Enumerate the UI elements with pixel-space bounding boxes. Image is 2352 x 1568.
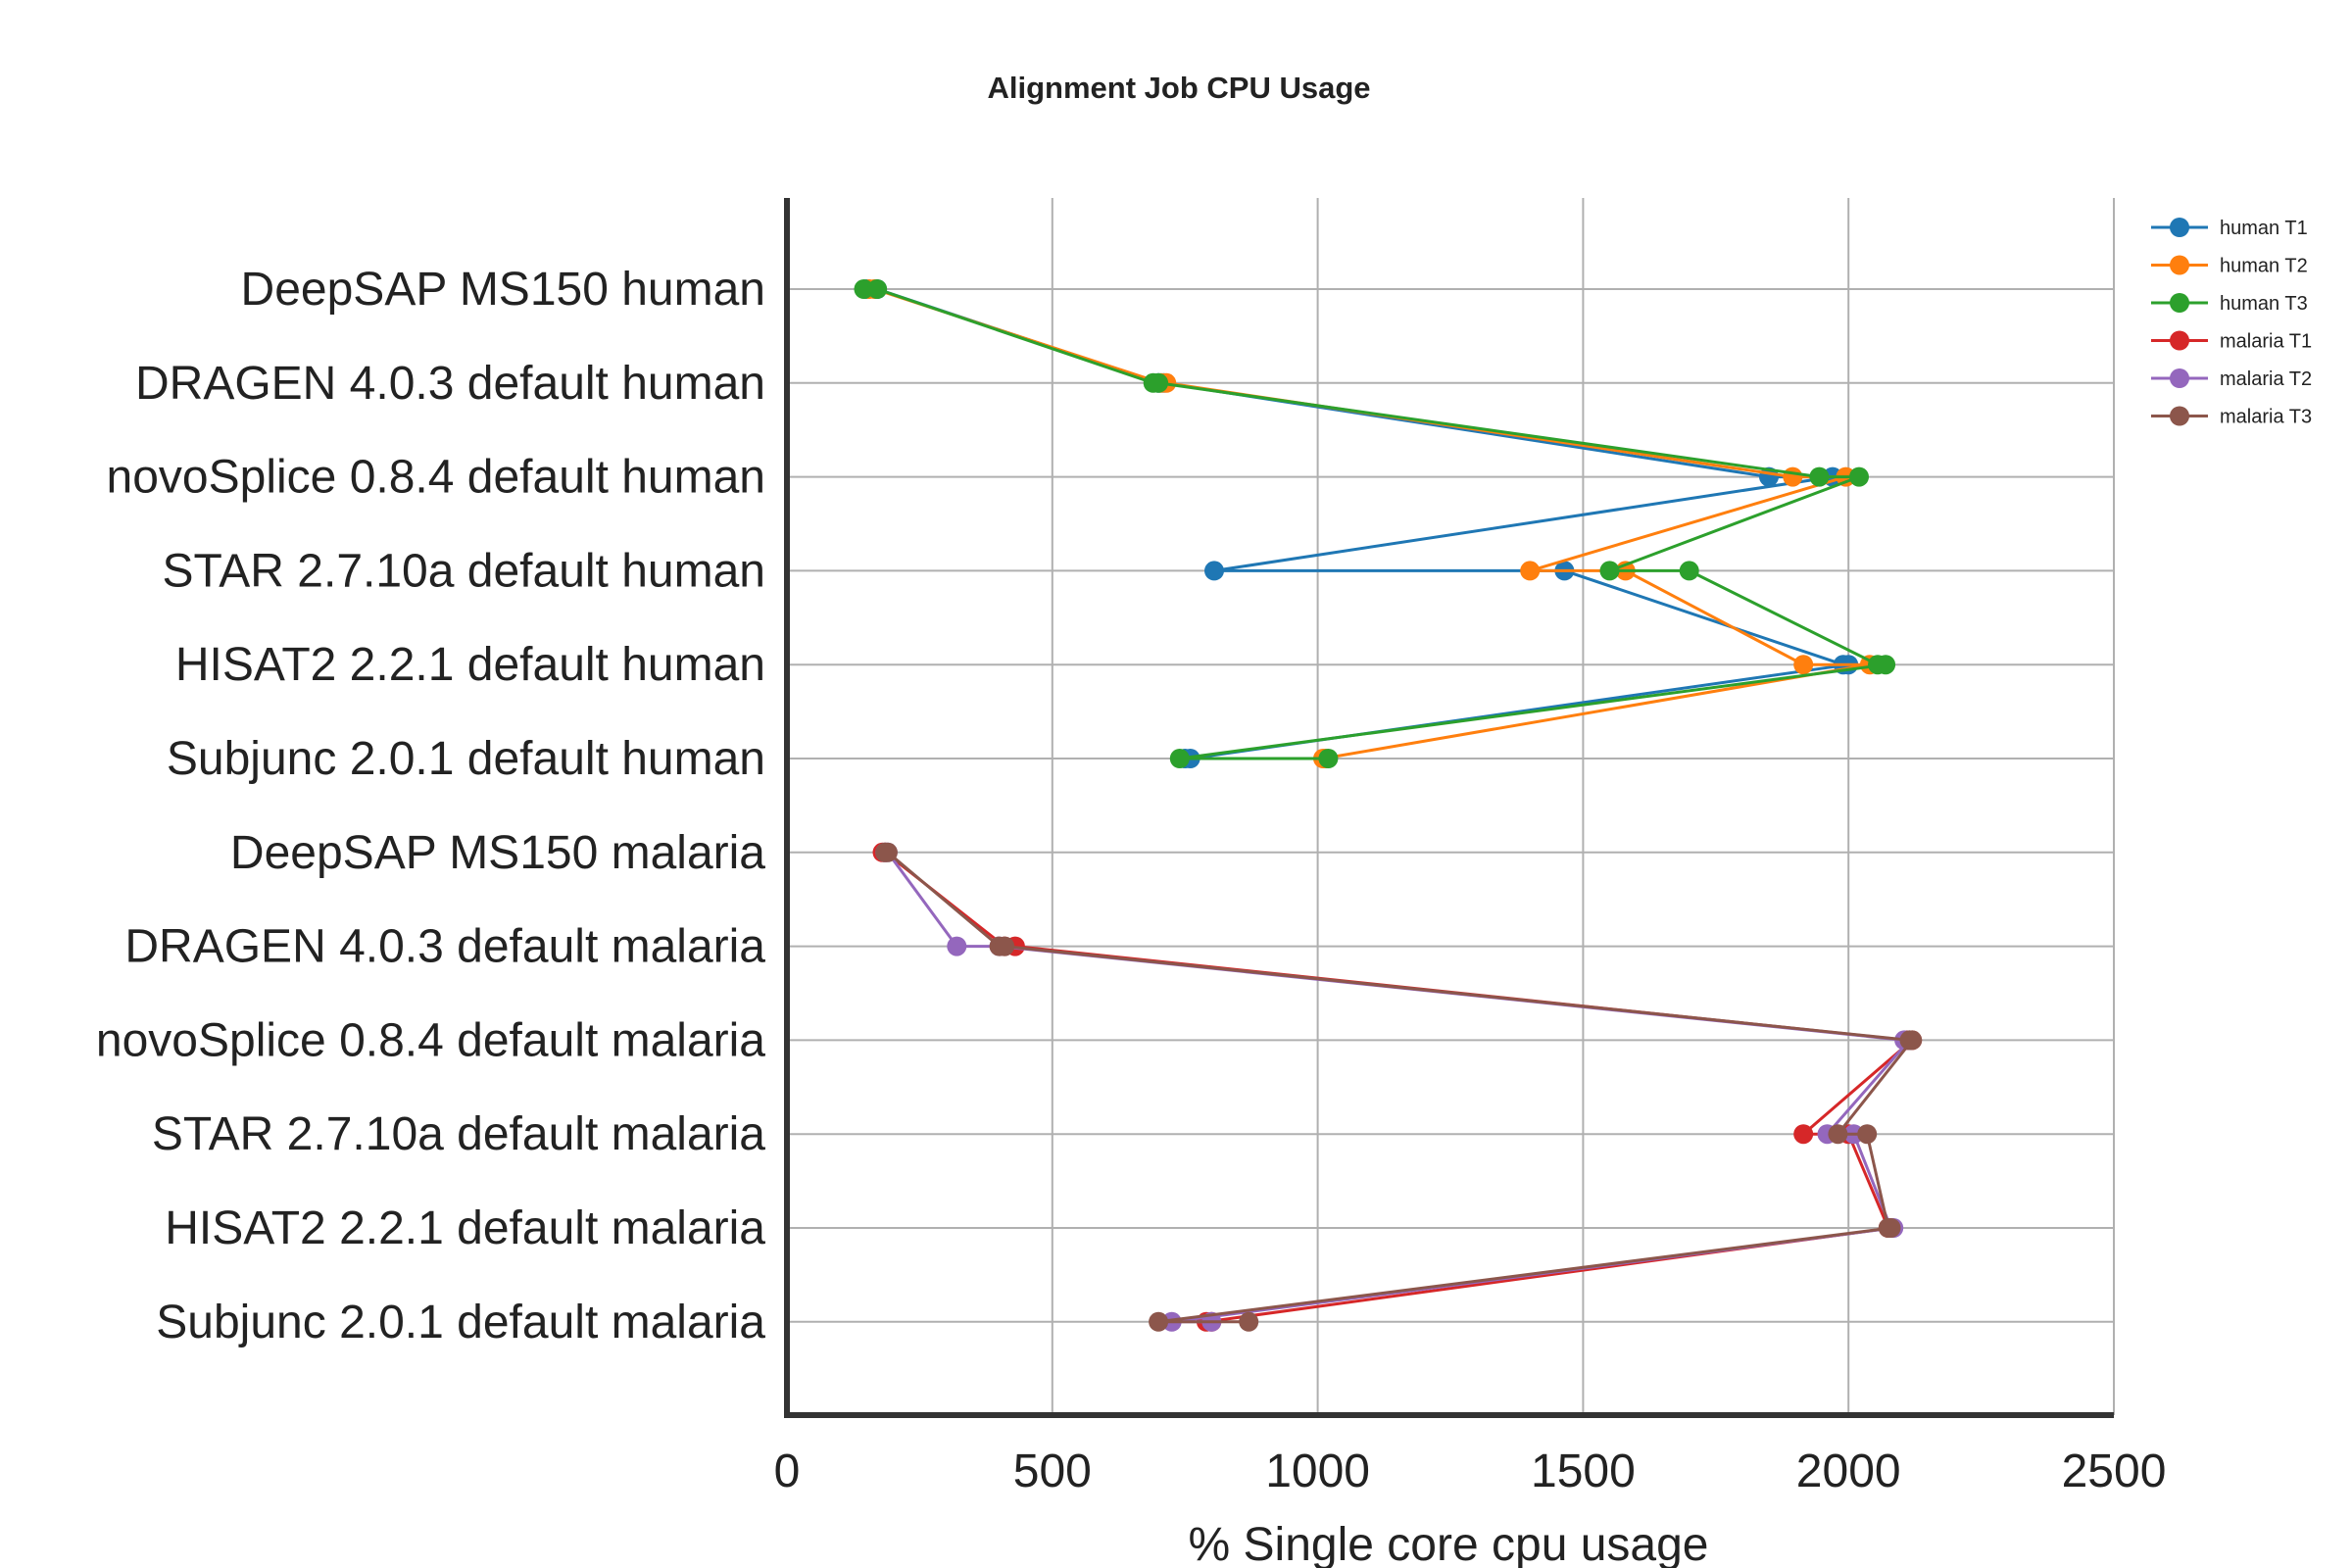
data-point [1849,466,1869,487]
legend: human T1 human T2 human T3 malaria T1 malari… [2151,218,2312,428]
y-tick-label: Subjunc 2.0.1 default human [167,733,765,785]
y-tick-label: STAR 2.7.10a default human [163,545,766,597]
legend-entry: human T1 [2151,218,2308,239]
data-point [1239,1311,1259,1332]
legend-marker [2170,255,2189,275]
data-point [1881,1218,1901,1238]
data-series [854,279,1923,1332]
y-tick-label: DRAGEN 4.0.3 default human [135,358,765,410]
y-tick-label: HISAT2 2.2.1 default human [175,639,765,691]
legend-marker [2170,293,2189,313]
series-malaria-t1 [872,842,1923,1332]
series-human-t1 [857,279,1859,768]
series-line [882,851,1917,1324]
legend-label: human T3 [2220,293,2308,315]
y-tick-label: novoSplice 0.8.4 default human [107,452,765,504]
data-point [1679,561,1699,581]
data-point [1902,1030,1923,1051]
legend-marker [2170,218,2189,237]
series-line [885,851,1916,1324]
legend-label: malaria T3 [2220,407,2312,428]
data-point [1809,466,1830,487]
data-point [1828,1124,1848,1145]
data-point [1857,1124,1878,1145]
data-point [1793,1124,1814,1145]
x-tick-label: 2500 [2062,1446,2167,1497]
y-tick-label: novoSplice 0.8.4 default malaria [96,1014,765,1066]
legend-label: malaria T2 [2220,368,2312,390]
series-human-t2 [858,279,1880,768]
y-tick-label: Subjunc 2.0.1 default malaria [156,1297,765,1348]
chart-title: Alignment Job CPU Usage [988,71,1371,105]
legend-entry: human T2 [2151,255,2308,277]
legend-entry: malaria T3 [2151,406,2312,428]
series-line [885,851,1913,1324]
data-point [867,279,888,299]
x-tick-label: 500 [1013,1446,1092,1497]
legend-label: human T2 [2220,256,2308,277]
x-tick-label: 0 [774,1446,801,1497]
legend-marker [2170,330,2189,351]
y-tick-label: HISAT2 2.2.1 default malaria [165,1202,765,1254]
legend-label: malaria T1 [2220,331,2312,353]
series-malaria-t3 [875,842,1923,1332]
series-malaria-t2 [875,842,1920,1332]
legend-label: human T1 [2220,218,2308,239]
legend-entry: malaria T2 [2151,368,2312,390]
data-point [1599,561,1620,581]
x-tick-label: 2000 [1796,1446,1901,1497]
y-tick-label: DeepSAP MS150 malaria [230,827,765,879]
legend-entry: malaria T1 [2151,330,2312,353]
series-line [863,287,1886,760]
data-point [1793,655,1814,675]
x-tick-labels: 0 500 1000 1500 2000 2500 [774,1446,2167,1497]
data-point [1520,561,1541,581]
x-tick-label: 1000 [1265,1446,1370,1497]
data-point [877,842,898,862]
grid-lines [787,198,2115,1415]
data-point [1876,655,1896,675]
y-tick-label: DeepSAP MS150 human [241,264,765,316]
y-tick-labels: DeepSAP MS150 human DRAGEN 4.0.3 default … [96,264,765,1348]
data-point [1318,749,1339,768]
x-axis-label: % Single core cpu usage [1189,1519,1709,1568]
x-tick-label: 1500 [1531,1446,1636,1497]
data-point [995,936,1015,956]
data-point [947,936,967,956]
data-point [1169,749,1190,768]
data-point [1149,372,1169,393]
data-point [1204,561,1224,581]
legend-marker [2170,406,2189,426]
y-tick-label: DRAGEN 4.0.3 default malaria [124,921,765,973]
legend-marker [2170,368,2189,388]
series-human-t3 [854,279,1896,768]
legend-entry: human T3 [2151,293,2308,315]
data-point [1783,466,1803,487]
data-point [1149,1311,1169,1332]
y-tick-label: STAR 2.7.10a default malaria [152,1108,765,1160]
